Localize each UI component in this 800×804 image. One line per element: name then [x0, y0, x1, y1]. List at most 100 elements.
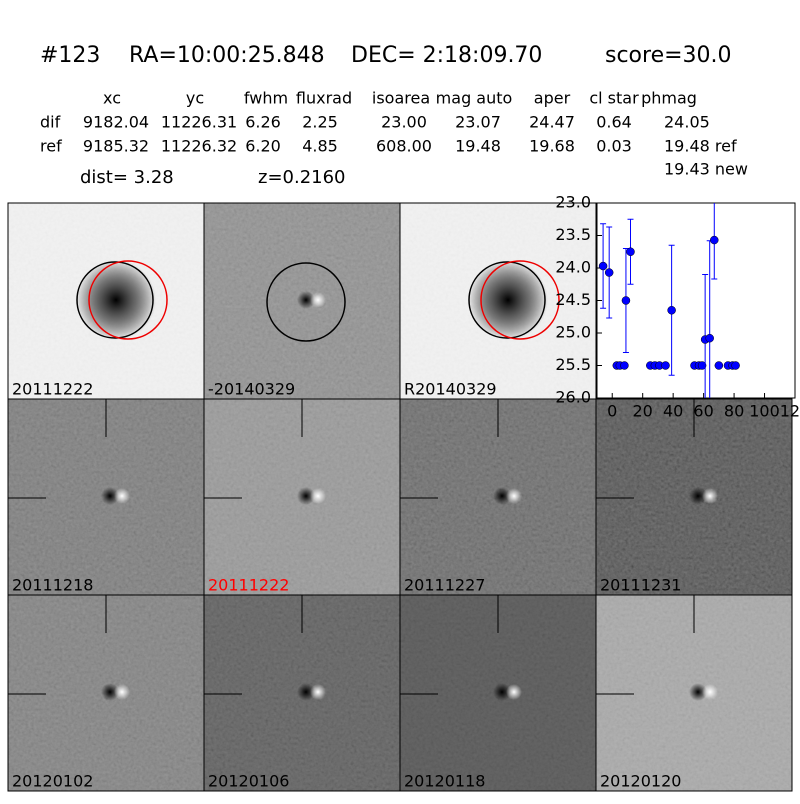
y-tick-label: 23.0 [555, 193, 591, 212]
panel-label: 20120120 [600, 772, 681, 791]
table-cell: 2.25 [302, 113, 338, 132]
x-tick-label: 20 [633, 402, 653, 421]
column-header: mag auto [436, 89, 513, 108]
point [710, 235, 719, 245]
y-tick-label: 24.5 [555, 290, 591, 309]
table-cell: 23.00 [381, 113, 427, 132]
point [705, 333, 714, 343]
source-residual [506, 488, 522, 504]
panel-label: 20111231 [600, 576, 681, 595]
table-cell: 11226.31 [161, 113, 237, 132]
source-residual [702, 488, 718, 504]
source-residual [702, 684, 718, 700]
table-cell: 19.48 [455, 137, 501, 156]
table-cell: 24.47 [529, 113, 575, 132]
point [731, 361, 740, 370]
source-residual [114, 488, 130, 504]
score: score=30.0 [605, 43, 732, 68]
table-cell: 23.07 [455, 113, 501, 132]
y-tick-label: 25.0 [555, 323, 591, 342]
source [689, 683, 707, 701]
point [714, 361, 724, 370]
aperture [266, 262, 346, 342]
source-residual [310, 488, 326, 504]
point [661, 361, 670, 370]
source [297, 683, 315, 701]
panel-label: 20111222 [208, 576, 289, 595]
panel-label: R20140329 [404, 380, 497, 399]
point [621, 296, 631, 305]
table-cell: 608.00 [376, 137, 432, 156]
source-residual [310, 292, 326, 308]
panel-label: 20120102 [12, 772, 93, 791]
table-cell: 19.68 [529, 137, 575, 156]
y-tick-label: 25.5 [555, 355, 591, 374]
aperture [76, 261, 154, 339]
dist: dist= 3.28 [80, 167, 174, 188]
table-cell: 0.03 [596, 137, 632, 156]
x-tick-label: 60 [693, 402, 713, 421]
point [626, 247, 635, 256]
source [493, 683, 511, 701]
column-header: xc [103, 89, 121, 108]
table-cell: 9182.04 [83, 113, 149, 132]
redshift: z=0.2160 [258, 167, 346, 188]
object-id: #123 [40, 43, 100, 68]
y-tick-label: 26.0 [555, 388, 591, 407]
dec: DEC= 2:18:09.70 [351, 43, 542, 68]
table-cell: 6.20 [245, 137, 281, 156]
x-tick-label: 120 [780, 402, 800, 421]
points [598, 203, 740, 398]
panel-label: -20140329 [208, 380, 295, 399]
source [101, 683, 119, 701]
row-label: dif [40, 113, 61, 132]
point [667, 306, 676, 315]
point [604, 268, 614, 277]
panel-label: 20111222 [12, 380, 93, 399]
row-label: ref [40, 137, 62, 156]
ra: RA=10:00:25.848 [129, 43, 325, 68]
aperture-ref [88, 260, 168, 340]
y-tick-label: 23.5 [555, 225, 591, 244]
image-grid: 20111222 -20140329 R20140329 20111218 201112… [7, 202, 793, 792]
y-tick-label: 24.0 [555, 258, 591, 277]
point [697, 361, 707, 370]
table-cell: 24.05 [664, 113, 710, 132]
source-residual [310, 684, 326, 700]
column-header: cl star [589, 89, 639, 108]
table: xc yc fwhm fluxrad isoarea mag auto aper cl sta… [40, 89, 737, 156]
header: #123 RA=10:00:25.848 DEC= 2:18:09.70 sco… [40, 43, 732, 68]
x-tick-label: 40 [663, 402, 683, 421]
table-cell: 4.85 [302, 137, 338, 156]
source-residual [114, 684, 130, 700]
column-header: fluxrad [296, 89, 352, 108]
source-residual [506, 684, 522, 700]
source [493, 487, 511, 505]
aperture [468, 261, 546, 339]
source [689, 487, 707, 505]
column-header: isoarea [372, 89, 430, 108]
aperture-ref [480, 260, 560, 340]
panel-label: 20111218 [12, 576, 93, 595]
table-cell: 19.48 ref [664, 137, 737, 156]
panel-label: 20120106 [208, 772, 289, 791]
source [468, 260, 548, 340]
lightcurve: 23.0 23.5 24.0 24.5 25.0 25.5 26.0 0 20 40 60 80 100… [555, 193, 800, 421]
source [101, 487, 119, 505]
x-tick-label: 100 [749, 402, 780, 421]
source [297, 291, 315, 309]
column-header: yc [186, 89, 204, 108]
source [76, 260, 156, 340]
panel-label: 20120118 [404, 772, 485, 791]
column-header: fwhm [244, 89, 288, 108]
point [598, 261, 608, 271]
x-tick-label: 80 [724, 402, 744, 421]
source [297, 487, 315, 505]
x-tick-label: 0 [607, 402, 617, 421]
column-header: phmag [641, 89, 697, 108]
panel-label: 20111227 [404, 576, 485, 595]
phmag-new: 19.43 new [664, 160, 748, 179]
table-cell: 11226.32 [161, 137, 237, 156]
column-header: aper [534, 89, 571, 108]
